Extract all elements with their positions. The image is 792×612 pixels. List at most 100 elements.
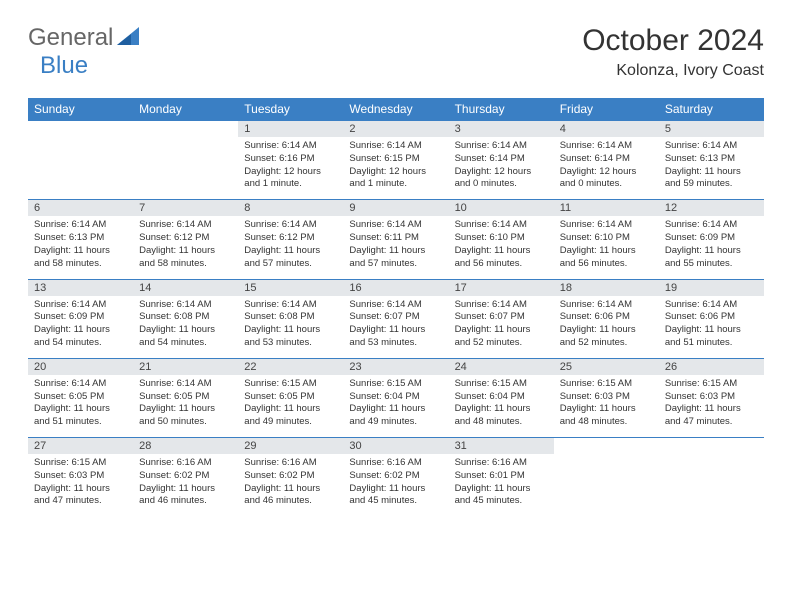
day-number: 21 <box>133 359 238 375</box>
day-number: 10 <box>449 200 554 216</box>
day-number: 29 <box>238 438 343 454</box>
day-details: Sunrise: 6:15 AMSunset: 6:03 PMDaylight:… <box>554 375 659 437</box>
logo-text-blue: Blue <box>40 52 88 80</box>
day-details: Sunrise: 6:14 AMSunset: 6:12 PMDaylight:… <box>238 216 343 278</box>
day-details: Sunrise: 6:14 AMSunset: 6:12 PMDaylight:… <box>133 216 238 278</box>
logo-triangle-icon <box>117 24 139 52</box>
day-number: 26 <box>659 359 764 375</box>
day-number: 5 <box>659 121 764 137</box>
day-number: 19 <box>659 280 764 296</box>
calendar-cell: 21Sunrise: 6:14 AMSunset: 6:05 PMDayligh… <box>133 358 238 437</box>
calendar-cell: 15Sunrise: 6:14 AMSunset: 6:08 PMDayligh… <box>238 279 343 358</box>
day-number: 20 <box>28 359 133 375</box>
day-details: Sunrise: 6:14 AMSunset: 6:10 PMDaylight:… <box>554 216 659 278</box>
month-year: October 2024 <box>582 24 764 58</box>
day-number: 13 <box>28 280 133 296</box>
calendar-cell: 22Sunrise: 6:15 AMSunset: 6:05 PMDayligh… <box>238 358 343 437</box>
calendar-cell: 26Sunrise: 6:15 AMSunset: 6:03 PMDayligh… <box>659 358 764 437</box>
day-number: 25 <box>554 359 659 375</box>
calendar-cell <box>659 438 764 517</box>
calendar-cell: 5Sunrise: 6:14 AMSunset: 6:13 PMDaylight… <box>659 121 764 200</box>
calendar-cell: 7Sunrise: 6:14 AMSunset: 6:12 PMDaylight… <box>133 200 238 279</box>
calendar-cell: 29Sunrise: 6:16 AMSunset: 6:02 PMDayligh… <box>238 438 343 517</box>
calendar-cell: 10Sunrise: 6:14 AMSunset: 6:10 PMDayligh… <box>449 200 554 279</box>
weekday-header: Friday <box>554 98 659 121</box>
calendar-cell: 3Sunrise: 6:14 AMSunset: 6:14 PMDaylight… <box>449 121 554 200</box>
day-number: 12 <box>659 200 764 216</box>
day-number: 6 <box>28 200 133 216</box>
day-number: 16 <box>343 280 448 296</box>
calendar-cell <box>28 121 133 200</box>
calendar-cell: 8Sunrise: 6:14 AMSunset: 6:12 PMDaylight… <box>238 200 343 279</box>
calendar-cell: 28Sunrise: 6:16 AMSunset: 6:02 PMDayligh… <box>133 438 238 517</box>
calendar-cell: 27Sunrise: 6:15 AMSunset: 6:03 PMDayligh… <box>28 438 133 517</box>
day-number: 22 <box>238 359 343 375</box>
day-number: 23 <box>343 359 448 375</box>
day-number: 24 <box>449 359 554 375</box>
header: General October 2024 Kolonza, Ivory Coas… <box>28 24 764 80</box>
day-details: Sunrise: 6:16 AMSunset: 6:02 PMDaylight:… <box>133 454 238 516</box>
day-number: 14 <box>133 280 238 296</box>
calendar-cell: 23Sunrise: 6:15 AMSunset: 6:04 PMDayligh… <box>343 358 448 437</box>
calendar-cell: 1Sunrise: 6:14 AMSunset: 6:16 PMDaylight… <box>238 121 343 200</box>
calendar-cell: 13Sunrise: 6:14 AMSunset: 6:09 PMDayligh… <box>28 279 133 358</box>
day-details: Sunrise: 6:14 AMSunset: 6:05 PMDaylight:… <box>133 375 238 437</box>
day-number: 3 <box>449 121 554 137</box>
day-details: Sunrise: 6:15 AMSunset: 6:04 PMDaylight:… <box>449 375 554 437</box>
weekday-header: Tuesday <box>238 98 343 121</box>
day-number: 30 <box>343 438 448 454</box>
calendar-cell: 4Sunrise: 6:14 AMSunset: 6:14 PMDaylight… <box>554 121 659 200</box>
calendar-cell: 25Sunrise: 6:15 AMSunset: 6:03 PMDayligh… <box>554 358 659 437</box>
day-details: Sunrise: 6:14 AMSunset: 6:11 PMDaylight:… <box>343 216 448 278</box>
day-details: Sunrise: 6:14 AMSunset: 6:07 PMDaylight:… <box>449 296 554 358</box>
calendar-cell <box>133 121 238 200</box>
weekday-header: Sunday <box>28 98 133 121</box>
day-number: 27 <box>28 438 133 454</box>
day-number: 1 <box>238 121 343 137</box>
weekday-header: Thursday <box>449 98 554 121</box>
day-details: Sunrise: 6:15 AMSunset: 6:05 PMDaylight:… <box>238 375 343 437</box>
calendar-cell: 17Sunrise: 6:14 AMSunset: 6:07 PMDayligh… <box>449 279 554 358</box>
calendar-cell: 9Sunrise: 6:14 AMSunset: 6:11 PMDaylight… <box>343 200 448 279</box>
weekday-header: Saturday <box>659 98 764 121</box>
calendar-cell: 11Sunrise: 6:14 AMSunset: 6:10 PMDayligh… <box>554 200 659 279</box>
day-details: Sunrise: 6:16 AMSunset: 6:02 PMDaylight:… <box>343 454 448 516</box>
day-number: 18 <box>554 280 659 296</box>
day-details: Sunrise: 6:14 AMSunset: 6:10 PMDaylight:… <box>449 216 554 278</box>
day-details: Sunrise: 6:16 AMSunset: 6:02 PMDaylight:… <box>238 454 343 516</box>
weekday-header: Wednesday <box>343 98 448 121</box>
day-number: 7 <box>133 200 238 216</box>
day-details: Sunrise: 6:16 AMSunset: 6:01 PMDaylight:… <box>449 454 554 516</box>
day-number: 4 <box>554 121 659 137</box>
logo-text-general: General <box>28 24 113 52</box>
day-number: 9 <box>343 200 448 216</box>
day-details: Sunrise: 6:14 AMSunset: 6:07 PMDaylight:… <box>343 296 448 358</box>
day-details: Sunrise: 6:14 AMSunset: 6:06 PMDaylight:… <box>554 296 659 358</box>
day-number: 8 <box>238 200 343 216</box>
logo: General <box>28 24 139 52</box>
calendar-cell: 12Sunrise: 6:14 AMSunset: 6:09 PMDayligh… <box>659 200 764 279</box>
day-details: Sunrise: 6:14 AMSunset: 6:09 PMDaylight:… <box>28 296 133 358</box>
day-number: 15 <box>238 280 343 296</box>
day-details: Sunrise: 6:14 AMSunset: 6:08 PMDaylight:… <box>238 296 343 358</box>
day-number: 28 <box>133 438 238 454</box>
calendar-cell <box>554 438 659 517</box>
calendar-cell: 19Sunrise: 6:14 AMSunset: 6:06 PMDayligh… <box>659 279 764 358</box>
day-details: Sunrise: 6:15 AMSunset: 6:03 PMDaylight:… <box>28 454 133 516</box>
calendar-head: SundayMondayTuesdayWednesdayThursdayFrid… <box>28 98 764 121</box>
calendar-cell: 2Sunrise: 6:14 AMSunset: 6:15 PMDaylight… <box>343 121 448 200</box>
day-number: 11 <box>554 200 659 216</box>
day-details: Sunrise: 6:14 AMSunset: 6:14 PMDaylight:… <box>554 137 659 199</box>
calendar-cell: 24Sunrise: 6:15 AMSunset: 6:04 PMDayligh… <box>449 358 554 437</box>
day-details: Sunrise: 6:14 AMSunset: 6:14 PMDaylight:… <box>449 137 554 199</box>
day-details: Sunrise: 6:14 AMSunset: 6:13 PMDaylight:… <box>28 216 133 278</box>
title-block: October 2024 Kolonza, Ivory Coast <box>582 24 764 80</box>
calendar-cell: 30Sunrise: 6:16 AMSunset: 6:02 PMDayligh… <box>343 438 448 517</box>
calendar-cell: 6Sunrise: 6:14 AMSunset: 6:13 PMDaylight… <box>28 200 133 279</box>
calendar-cell: 14Sunrise: 6:14 AMSunset: 6:08 PMDayligh… <box>133 279 238 358</box>
calendar-cell: 18Sunrise: 6:14 AMSunset: 6:06 PMDayligh… <box>554 279 659 358</box>
calendar-cell: 16Sunrise: 6:14 AMSunset: 6:07 PMDayligh… <box>343 279 448 358</box>
calendar-body: 1Sunrise: 6:14 AMSunset: 6:16 PMDaylight… <box>28 121 764 517</box>
calendar-table: SundayMondayTuesdayWednesdayThursdayFrid… <box>28 98 764 516</box>
day-details: Sunrise: 6:14 AMSunset: 6:08 PMDaylight:… <box>133 296 238 358</box>
